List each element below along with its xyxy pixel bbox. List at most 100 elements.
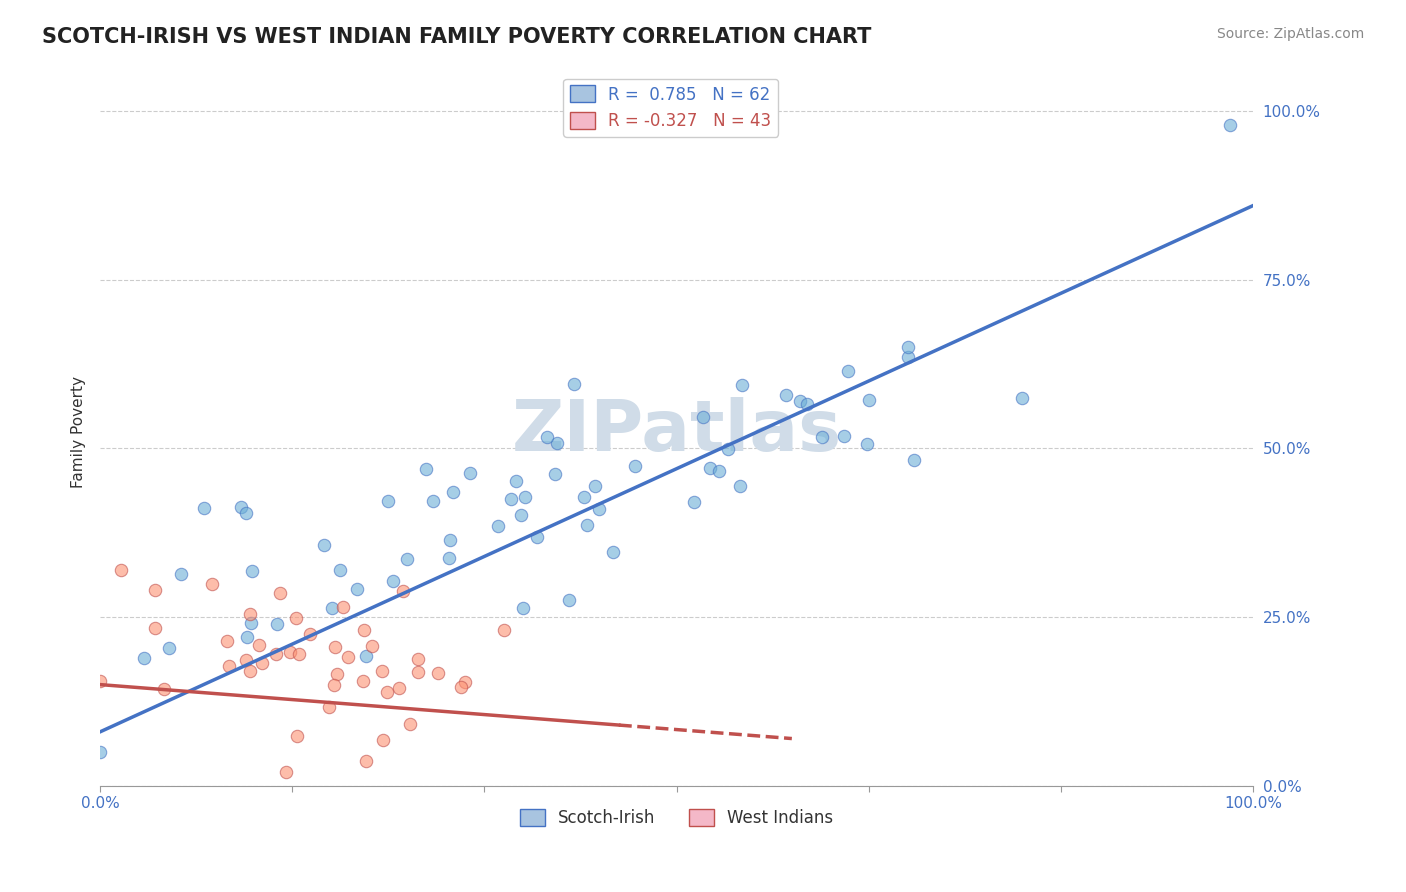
Point: [269, 586, 291, 600]
Point: [422, 493, 444, 508]
Point: [707, 464, 730, 478]
Point: [312, 538, 335, 552]
Point: [153, 681, 176, 696]
Point: [323, 640, 346, 655]
Point: [837, 364, 859, 378]
Point: [321, 600, 343, 615]
Point: [775, 388, 797, 402]
Point: [239, 664, 262, 678]
Point: [557, 593, 579, 607]
Point: [143, 583, 166, 598]
Point: [543, 467, 565, 481]
Point: [361, 640, 384, 654]
Point: [288, 647, 311, 661]
Point: [398, 716, 420, 731]
Point: [505, 475, 527, 489]
Point: [247, 638, 270, 652]
Point: [218, 659, 240, 673]
Point: [583, 478, 606, 492]
Point: [450, 680, 472, 694]
Point: [526, 530, 548, 544]
Point: [284, 610, 307, 624]
Point: [354, 755, 377, 769]
Point: [89, 745, 111, 759]
Point: [858, 392, 880, 407]
Point: [624, 458, 647, 473]
Point: [145, 621, 167, 635]
Point: [439, 533, 461, 547]
Text: Source: ZipAtlas.com: Source: ZipAtlas.com: [1216, 27, 1364, 41]
Point: [426, 665, 449, 680]
Point: [513, 490, 536, 504]
Point: [454, 674, 477, 689]
Point: [229, 500, 252, 515]
Point: [375, 685, 398, 699]
Point: [157, 640, 180, 655]
Point: [415, 462, 437, 476]
Point: [353, 624, 375, 638]
Point: [381, 574, 404, 588]
Point: [346, 582, 368, 596]
Point: [252, 656, 274, 670]
Point: [692, 410, 714, 425]
Point: [562, 377, 585, 392]
Point: [501, 492, 523, 507]
Point: [352, 673, 374, 688]
Point: [903, 452, 925, 467]
Point: [439, 551, 461, 566]
Legend: Scotch-Irish, West Indians: Scotch-Irish, West Indians: [513, 803, 839, 834]
Point: [406, 665, 429, 679]
Point: [441, 485, 464, 500]
Point: [572, 490, 595, 504]
Point: [588, 501, 610, 516]
Point: [392, 584, 415, 599]
Point: [510, 508, 533, 523]
Point: [326, 667, 349, 681]
Point: [235, 506, 257, 520]
Point: [371, 665, 394, 679]
Point: [486, 519, 509, 533]
Point: [110, 563, 132, 577]
Point: [789, 394, 811, 409]
Point: [235, 653, 257, 667]
Point: [132, 651, 155, 665]
Point: [811, 430, 834, 444]
Point: [169, 567, 191, 582]
Point: [239, 607, 262, 622]
Point: [897, 350, 920, 364]
Text: SCOTCH-IRISH VS WEST INDIAN FAMILY POVERTY CORRELATION CHART: SCOTCH-IRISH VS WEST INDIAN FAMILY POVER…: [42, 27, 872, 46]
Point: [215, 634, 238, 648]
Point: [796, 397, 818, 411]
Point: [278, 645, 301, 659]
Point: [1011, 391, 1033, 405]
Point: [856, 437, 879, 451]
Point: [717, 442, 740, 457]
Point: [236, 630, 259, 644]
Point: [337, 650, 360, 665]
Point: [285, 729, 308, 743]
Point: [201, 576, 224, 591]
Point: [322, 678, 344, 692]
Point: [1219, 118, 1241, 132]
Point: [242, 564, 264, 578]
Point: [512, 601, 534, 615]
Point: [575, 518, 598, 533]
Point: [730, 377, 752, 392]
Point: [406, 652, 429, 666]
Point: [602, 545, 624, 559]
Point: [318, 700, 340, 714]
Point: [458, 467, 481, 481]
Point: [266, 616, 288, 631]
Point: [354, 649, 377, 664]
Point: [193, 501, 215, 516]
Point: [371, 733, 394, 747]
Point: [332, 599, 354, 614]
Point: [239, 616, 262, 631]
Point: [546, 436, 568, 450]
Point: [834, 429, 856, 443]
Point: [329, 563, 352, 577]
Point: [492, 624, 515, 638]
Point: [89, 674, 111, 689]
Y-axis label: Family Poverty: Family Poverty: [72, 376, 86, 488]
Point: [298, 627, 321, 641]
